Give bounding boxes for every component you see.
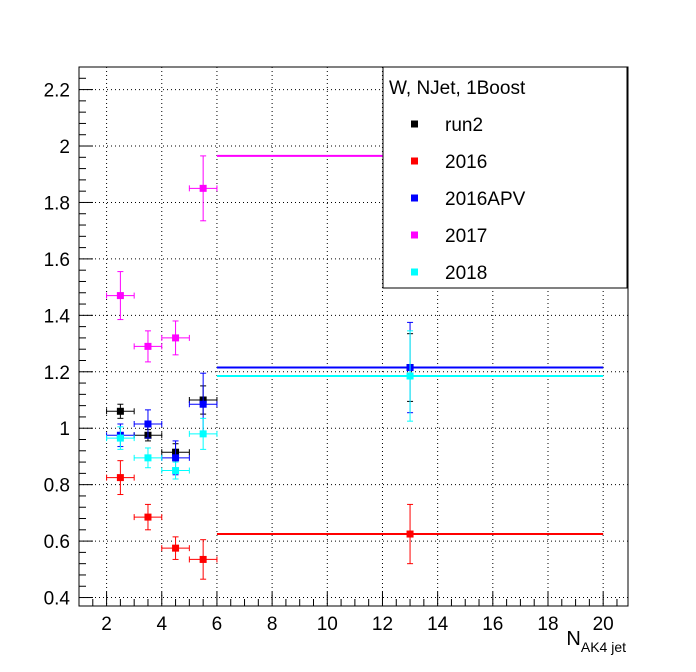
legend-marker	[411, 120, 418, 128]
data-point	[188, 539, 218, 580]
marker	[116, 434, 124, 442]
series-2016	[106, 460, 604, 580]
marker	[199, 400, 207, 408]
marker	[199, 184, 207, 192]
y-tick-label: 2.2	[44, 81, 70, 102]
marker	[172, 454, 180, 462]
marker	[116, 474, 124, 482]
legend-label: run2	[445, 115, 483, 136]
y-tick-label: 1.8	[44, 193, 70, 214]
marker	[144, 420, 152, 428]
marker	[116, 292, 124, 300]
marker	[199, 555, 207, 563]
plot-frame	[78, 66, 629, 607]
data-point	[188, 417, 218, 450]
marker	[144, 342, 152, 350]
data-point	[106, 403, 135, 419]
marker	[172, 334, 180, 342]
x-axis-title-subscript: AK4 jet	[581, 639, 626, 655]
legend-label: 2018	[445, 263, 487, 284]
legend-entries: run2 2016 2016APV 2017 2018	[411, 115, 526, 284]
legend-marker	[411, 157, 418, 165]
data-point	[106, 271, 135, 321]
marker	[144, 454, 152, 462]
x-tick-label: 20	[593, 614, 614, 635]
y-tick-label: 0.6	[44, 532, 70, 553]
x-tick-label: 18	[537, 614, 558, 635]
data-point	[216, 503, 604, 565]
legend-label: 2017	[445, 226, 487, 247]
x-tick-label: 10	[317, 614, 338, 635]
x-axis-title-main: N	[566, 628, 580, 650]
data-point	[106, 426, 135, 450]
legend-marker	[411, 194, 418, 202]
data-point	[161, 461, 190, 480]
y-tick-label: 1.4	[44, 306, 71, 327]
legend-label: 2016APV	[445, 189, 526, 210]
marker	[172, 544, 180, 552]
series-run2	[106, 333, 604, 462]
data-point	[133, 503, 163, 531]
legend-title: W, NJet, 1Boost	[389, 78, 526, 99]
x-tick-label: 14	[427, 614, 449, 635]
legend-marker	[411, 231, 418, 239]
data-point	[106, 460, 135, 496]
x-tick-label: 16	[482, 614, 503, 635]
legend-marker	[411, 268, 418, 276]
data-point	[161, 536, 190, 560]
legend: W, NJet, 1Boost run2 2016 2016APV 2017 2018	[382, 66, 628, 289]
y-tick-label: 1.6	[44, 250, 70, 271]
y-tick-label: 2	[59, 137, 70, 158]
data-point	[216, 330, 604, 422]
marker	[199, 430, 207, 438]
marker	[172, 467, 180, 475]
x-tick-label: 6	[212, 614, 223, 635]
data-point	[133, 409, 163, 439]
legend-box	[382, 66, 628, 289]
x-tick-label: 8	[267, 614, 278, 635]
marker	[406, 372, 414, 380]
marker	[144, 513, 152, 521]
axes: 2 4 6 8 10 12 14 16 18 20 0.4 0.6 0.8 1 1.2 1.4 1.6 1.8 2 2…	[44, 66, 618, 635]
y-tick-label: 1	[59, 419, 70, 440]
data-point	[133, 330, 163, 363]
data-point	[133, 447, 163, 469]
marker	[406, 530, 414, 538]
x-tick-label: 2	[101, 614, 112, 635]
x-tick-label: 12	[372, 614, 393, 635]
x-axis-title: NAK4 jet	[566, 628, 626, 655]
y-tick-label: 0.4	[44, 589, 71, 610]
data-point	[161, 440, 190, 476]
y-tick-label: 1.2	[44, 363, 70, 384]
legend-label: 2016	[445, 152, 487, 173]
y-tick-label: 0.8	[44, 476, 70, 497]
data-point	[161, 320, 190, 356]
series-2018	[106, 330, 604, 480]
data-point	[188, 155, 218, 222]
x-tick-label: 4	[156, 614, 167, 635]
marker	[116, 407, 124, 415]
